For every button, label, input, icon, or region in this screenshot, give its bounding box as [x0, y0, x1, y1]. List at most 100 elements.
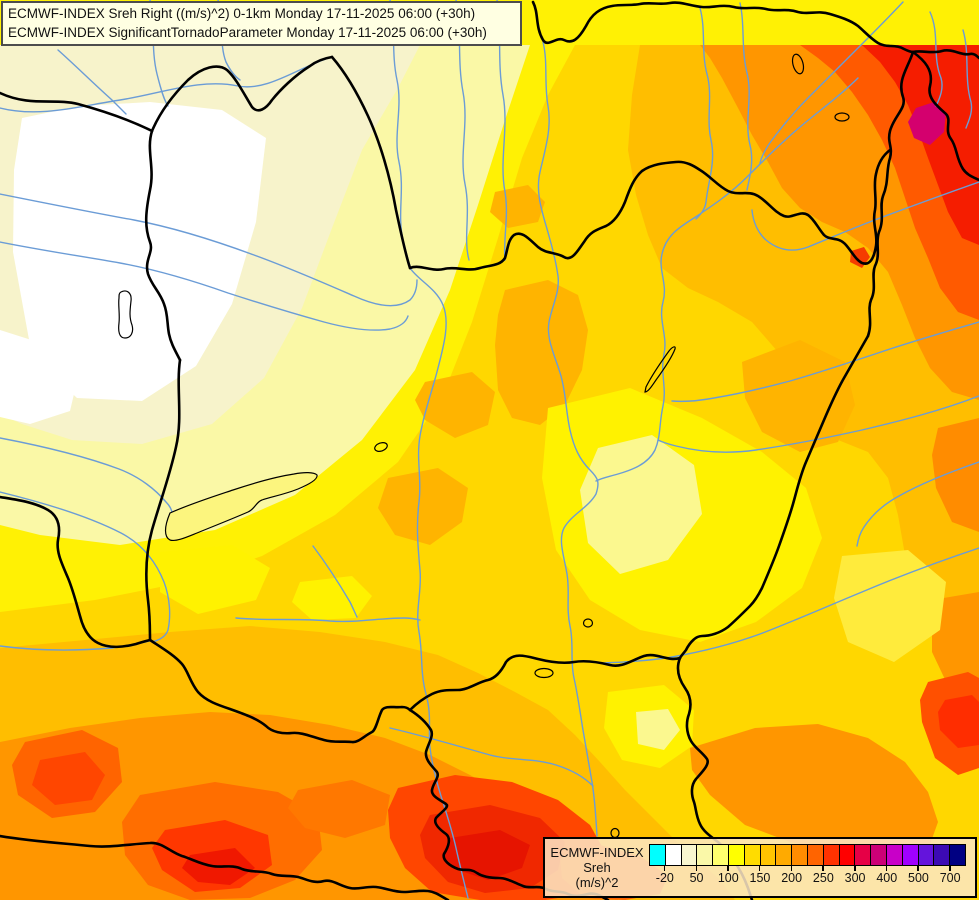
river — [0, 193, 418, 307]
legend-tick-mark — [854, 866, 856, 871]
lakes-layer — [118, 53, 850, 839]
legend-tick-label: 150 — [749, 871, 771, 885]
legend-colorbar — [649, 844, 966, 866]
legend-color-cell — [680, 845, 697, 865]
legend-color-cell — [933, 845, 950, 865]
legend-color-cell — [775, 845, 792, 865]
river — [537, 41, 599, 837]
river — [0, 437, 173, 513]
legend-color-cell — [949, 845, 965, 865]
country-border — [866, 50, 915, 338]
country-border — [408, 653, 682, 712]
legend-tick-label: 700 — [939, 871, 961, 885]
legend-color-cell — [743, 845, 760, 865]
lake-outline — [582, 618, 594, 628]
legend-tick-mark — [885, 866, 888, 871]
legend-tick-mark — [663, 866, 666, 871]
legend-color-cell — [806, 845, 823, 865]
legend-tick-label: 400 — [876, 871, 898, 885]
river — [759, 1, 904, 164]
river — [751, 181, 979, 251]
legend-color-cell — [901, 845, 918, 865]
country-border — [0, 495, 152, 649]
legend-color-cell — [650, 845, 665, 865]
title-box: ECMWF-INDEX Sreh Right ((m/s)^2) 0-1km M… — [1, 1, 522, 46]
legend-tick-mark — [949, 866, 951, 871]
river — [962, 29, 973, 129]
legend-color-cell — [696, 845, 713, 865]
lake-balaton — [164, 472, 318, 542]
river — [657, 395, 979, 453]
legend-color-cell — [870, 845, 886, 865]
river — [57, 49, 127, 115]
lake-outline — [534, 667, 554, 679]
country-border — [148, 638, 412, 744]
country-border — [0, 834, 450, 900]
legend-color-cell — [885, 845, 902, 865]
legend-color-cell — [712, 845, 728, 865]
legend-color-cell — [822, 845, 839, 865]
legend-product: ECMWF-INDEX — [550, 845, 644, 860]
river — [0, 241, 409, 331]
river — [695, 7, 714, 220]
river — [0, 491, 171, 643]
legend-tick-label: 100 — [717, 871, 739, 885]
legend-tick-mark — [790, 866, 793, 871]
legend-tick-mark — [758, 866, 761, 871]
legend-color-cell — [838, 845, 855, 865]
legend-color-cell — [664, 845, 681, 865]
legend-tick-label: 500 — [908, 871, 929, 885]
river — [929, 11, 943, 107]
lake-tisza — [644, 346, 676, 393]
legend-ticks: -20 50 100 150 200 250 300 400 500 700 — [649, 866, 966, 894]
legend-color-cell — [854, 845, 871, 865]
country-border — [330, 55, 412, 270]
river — [739, 2, 753, 191]
legend-tick-mark — [695, 866, 698, 871]
country-border — [678, 334, 870, 660]
river — [409, 267, 469, 899]
legend-bar-wrap: -20 50 100 150 200 250 300 400 500 700 — [649, 844, 966, 896]
legend: ECMWF-INDEX Sreh (m/s)^2 -20 50 100 150 200 2… — [543, 837, 977, 898]
river — [235, 617, 421, 623]
legend-labels: ECMWF-INDEX Sreh (m/s)^2 — [545, 839, 649, 896]
country-border — [408, 148, 892, 271]
legend-color-cell — [759, 845, 776, 865]
river — [312, 545, 358, 618]
river — [601, 547, 979, 664]
legend-tick-label: 250 — [812, 871, 834, 885]
river — [0, 56, 333, 113]
legend-tick-mark — [727, 866, 729, 871]
legend-color-cell — [791, 845, 807, 865]
legend-tick-label: -20 — [655, 871, 674, 885]
river — [595, 77, 859, 482]
legend-color-cell — [917, 845, 934, 865]
lake-outline — [791, 53, 805, 75]
legend-tick-label: 300 — [844, 871, 866, 885]
lake-outline — [834, 112, 850, 122]
river — [671, 321, 979, 403]
lake-neusiedl — [118, 290, 134, 339]
lake-outline — [374, 442, 388, 452]
country-border — [150, 55, 334, 133]
river — [856, 461, 979, 547]
legend-tick-label: 50 — [689, 871, 704, 885]
legend-tick-label: 200 — [781, 871, 803, 885]
legend-tick-mark — [822, 866, 824, 871]
legend-parameter: Sreh — [583, 860, 611, 875]
legend-tick-mark — [917, 866, 919, 871]
country-border — [145, 358, 182, 642]
title-line-1: ECMWF-INDEX Sreh Right ((m/s)^2) 0-1km M… — [8, 6, 476, 21]
country-border — [911, 50, 979, 182]
country-border — [0, 91, 154, 133]
legend-color-cell — [727, 845, 744, 865]
title-line-2: ECMWF-INDEX SignificantTornadoParameter … — [8, 25, 487, 40]
country-border — [144, 129, 182, 362]
river — [389, 727, 594, 787]
legend-units: (m/s)^2 — [575, 875, 619, 890]
